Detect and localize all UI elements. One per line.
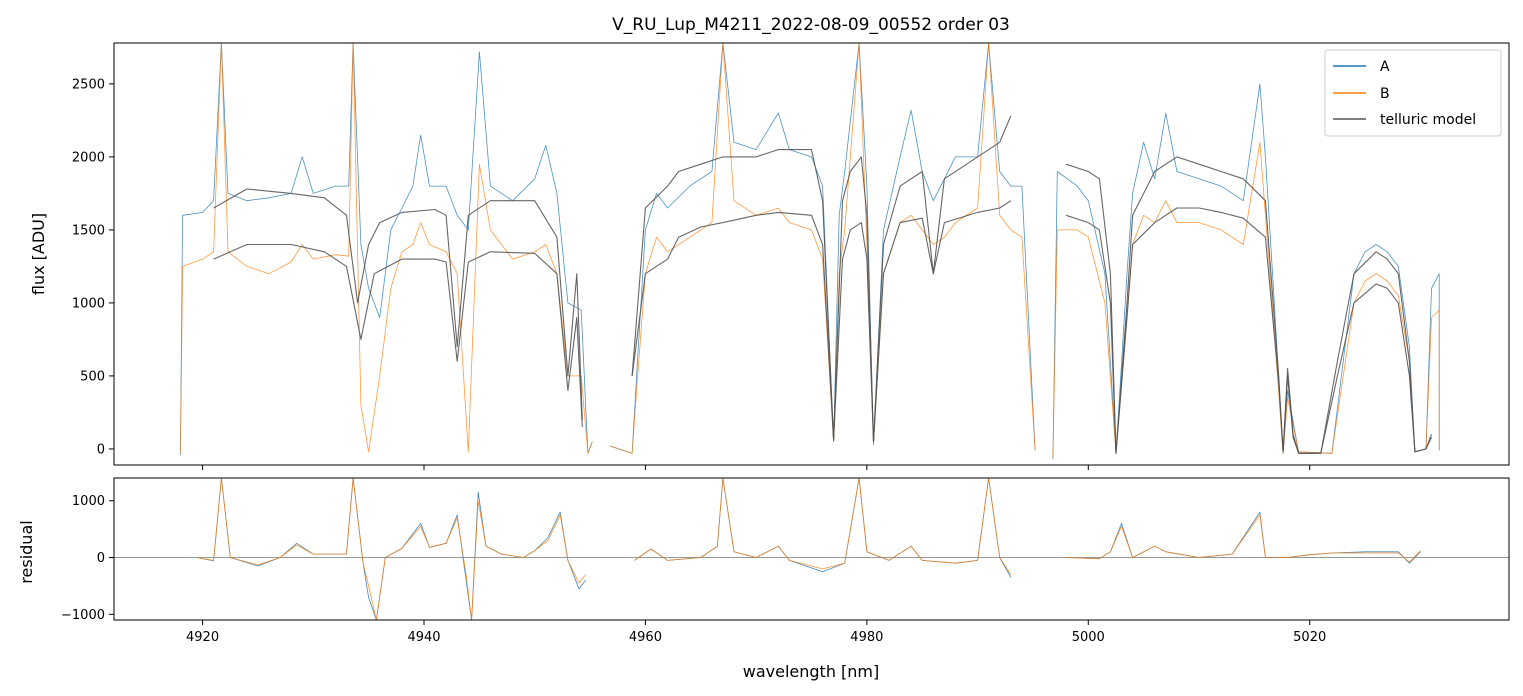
y-tick-label: 0 [97,551,105,566]
top-series-group [180,43,1440,460]
y-tick-label: 500 [80,369,105,384]
top-y-ticks: 0 500 1000 1500 2000 2500 [72,77,114,457]
top-series-a-segment-2 [1052,83,1440,460]
x-tick-label: 4960 [629,630,662,645]
x-tick-label: 4940 [407,630,440,645]
top-series-telluric-model-segment-2 [631,115,1012,443]
y-tick-label: 1000 [72,494,105,509]
bottom-series-b-segment-1 [634,478,1012,575]
y-tick-label: −1000 [61,608,105,623]
legend-label-telluric: telluric model [1380,112,1476,128]
y-tick-label: 2000 [72,150,105,165]
top-axes-frame [113,42,1510,466]
bottom-y-ticks: −1000 0 1000 [61,494,114,623]
bottom-x-ticks: 4920 4940 4960 4980 5000 5020 [186,620,1326,645]
bottom-series-b-segment-0 [196,478,586,620]
top-series-a-segment-0 [180,43,593,455]
x-tick-label: 4920 [186,630,219,645]
bottom-series-group [114,478,1509,620]
x-tick-label: 5000 [1072,630,1105,645]
bottom-series-b-segment-2 [1066,514,1421,563]
top-series-telluric-model-segment-5 [1065,207,1432,454]
top-series-telluric-model-segment-0 [213,188,583,420]
top-series-b-segment-0 [180,43,593,454]
legend-box [1324,49,1502,137]
plot-title: V_RU_Lup_M4211_2022-08-09_00552 order 03 [612,15,1010,35]
x-tick-label: 4980 [850,630,883,645]
top-ylabel: flux [ADU] [29,213,48,295]
bottom-series-a-segment-2 [1066,511,1421,564]
y-tick-label: 2500 [72,77,105,92]
y-tick-label: 1000 [72,296,105,311]
legend-label-a: A [1380,59,1390,75]
y-tick-label: 0 [97,442,105,457]
bottom-axes-frame [113,477,1510,621]
top-panel: 0 500 1000 1500 2000 2500 flux [ADU] A B tell… [29,42,1510,470]
bottom-panel: −1000 0 1000 4920 4940 4960 4980 5000 5020 resi… [17,477,1510,681]
legend-label-b: B [1380,86,1390,102]
legend: A B telluric model [1324,49,1502,137]
top-x-ticks [202,465,1311,470]
bottom-ylabel: residual [17,520,36,583]
top-series-telluric-model-segment-3 [631,200,1012,443]
y-tick-label: 1500 [72,223,105,238]
x-tick-label: 5020 [1293,630,1326,645]
top-series-a-segment-1 [609,43,1036,454]
top-series-telluric-model-segment-1 [213,243,583,428]
xlabel: wavelength [nm] [743,662,880,681]
